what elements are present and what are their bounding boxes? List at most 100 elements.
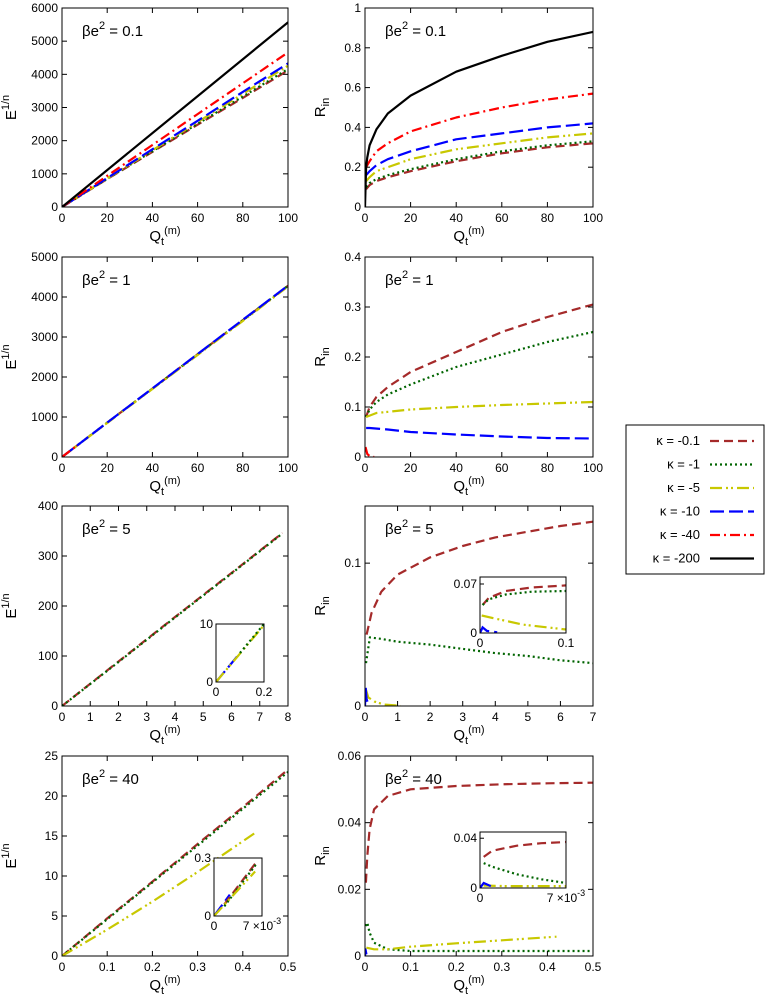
y-tick-label: 5 (51, 909, 58, 923)
x-tick-label: 0.2 (144, 960, 161, 974)
x-axis-label-sub: t (465, 985, 468, 997)
annotation-sup: 2 (99, 518, 105, 530)
y-tick-label: 15 (45, 829, 59, 843)
legend-label: κ = -200 (653, 551, 700, 566)
x-tick-label: 1 (394, 710, 401, 724)
inset-frame (213, 857, 263, 917)
inset-y-tick-label: 0.04 (454, 831, 478, 845)
panel-R-b40: 0 0.1 0.2 0.3 0.4 0.5 0 0.02 0.04 0.06 βe2 = 40 Qt(… (312, 749, 602, 997)
y-tick-label: 0 (354, 949, 361, 963)
inset-x-tick-exp: -3 (577, 888, 585, 898)
inset-series-line-1 (216, 624, 264, 682)
inset-y-tick-label: 0.3 (194, 851, 211, 865)
x-axis-label-base: Q (453, 977, 465, 994)
y-axis-label: E1/n (0, 593, 20, 618)
x-tick-label: 6 (228, 710, 235, 724)
plot-frame (364, 755, 594, 957)
y-axis-label-base: E (3, 110, 20, 120)
annotation-rest: = 0.1 (408, 23, 446, 40)
y-tick-label: 5000 (31, 250, 58, 264)
x-tick-label: 0.3 (493, 960, 510, 974)
x-axis-label: Qt(m) (453, 724, 484, 747)
y-axis-label-base: R (312, 106, 329, 117)
x-tick-label: 0.5 (585, 960, 602, 974)
y-axis-label-sub: in (320, 98, 332, 107)
x-axis-label-sub: t (161, 236, 164, 248)
x-tick-label: 20 (404, 211, 418, 225)
x-axis-label: Qt(m) (453, 974, 484, 997)
x-tick-label: 100 (583, 211, 603, 225)
x-axis-label-sup: (m) (164, 225, 181, 237)
x-axis-label-sub: t (465, 735, 468, 747)
x-tick-label: 80 (236, 461, 250, 475)
y-tick-label: 0.6 (344, 81, 361, 95)
y-axis-label-base: E (3, 609, 20, 619)
plot-frame (364, 7, 594, 208)
y-tick-label: 0.1 (344, 556, 361, 570)
x-tick-label: 2 (115, 710, 122, 724)
panel-annotation: βe2 = 5 (385, 518, 434, 538)
annotation-base: βe (385, 521, 402, 538)
inset-series-line-2 (239, 624, 264, 654)
annotation-rest: = 5 (105, 521, 130, 538)
series-line-2 (366, 935, 557, 951)
y-axis-label-sup: 1/n (0, 843, 12, 858)
series-line-3 (366, 426, 593, 440)
annotation-sup: 2 (402, 768, 408, 780)
x-axis-label: Qt(m) (149, 724, 180, 747)
inset-series (480, 584, 566, 633)
x-tick-label: 40 (450, 211, 464, 225)
plot-frame (364, 505, 594, 707)
x-axis-label-base: Q (149, 977, 161, 994)
inset-series (214, 861, 258, 916)
x-axis-label-base: Q (453, 727, 465, 744)
inset: 0 0.2 0 10 (200, 617, 273, 699)
annotation-rest: = 40 (105, 771, 139, 788)
x-tick-label: 0 (59, 710, 66, 724)
y-axis-label: E1/n (0, 95, 20, 120)
x-tick-label: 40 (146, 211, 160, 225)
x-axis-label-sub: t (161, 985, 164, 997)
y-tick-label: 0 (51, 699, 58, 713)
x-tick-label: 20 (101, 461, 115, 475)
series-line-4 (365, 446, 375, 457)
inset: 0 7 ×10-3 0 0.04 (454, 831, 586, 905)
y-axis-label-sup: 1/n (0, 593, 12, 608)
inset-series-line-1 (483, 862, 566, 885)
panel-annotation: βe2 = 40 (385, 768, 442, 788)
y-tick-label: 0.02 (338, 882, 362, 896)
series-line-4 (62, 445, 77, 457)
y-tick-label: 100 (38, 649, 58, 663)
x-tick-label: 3 (143, 710, 150, 724)
y-tick-label: 0.04 (338, 816, 362, 830)
inset-x-tick-label: 7 ×10-3 (243, 916, 281, 933)
x-tick-label: 2 (427, 710, 434, 724)
x-axis-label-sub: t (161, 486, 164, 498)
legend-box (625, 424, 765, 575)
x-tick-label: 0.3 (189, 960, 206, 974)
y-tick-label: 6000 (31, 1, 58, 15)
legend-label: κ = -5 (667, 480, 700, 495)
series-line-4 (365, 92, 593, 168)
panel-annotation: βe2 = 0.1 (385, 20, 446, 40)
x-tick-label: 6 (557, 710, 564, 724)
inset-x-tick-label: 0 (477, 891, 484, 905)
inset-frame (479, 831, 567, 889)
y-axis-label-sup: 1/n (0, 95, 12, 110)
series-line-0 (365, 781, 593, 883)
panel-R-b1: 0 20 40 60 80 100 0 0.1 0.2 0.3 0.4 βe2 = 1 Qt(m) Rin (312, 250, 603, 498)
inset-series-line-3 (480, 881, 493, 888)
y-axis-label-sub: in (320, 846, 332, 855)
inset-x-tick-exp: -3 (273, 916, 281, 926)
y-axis-label-base: R (312, 855, 329, 866)
series-group (62, 532, 284, 706)
x-tick-label: 100 (278, 211, 298, 225)
inset-series-line-2 (223, 863, 258, 907)
y-axis-label: Rin (312, 846, 332, 865)
inset-y-tick-label: 0 (204, 909, 211, 923)
y-tick-label: 0 (51, 450, 58, 464)
y-tick-label: 0.06 (338, 749, 362, 763)
series-line-5 (62, 21, 288, 207)
